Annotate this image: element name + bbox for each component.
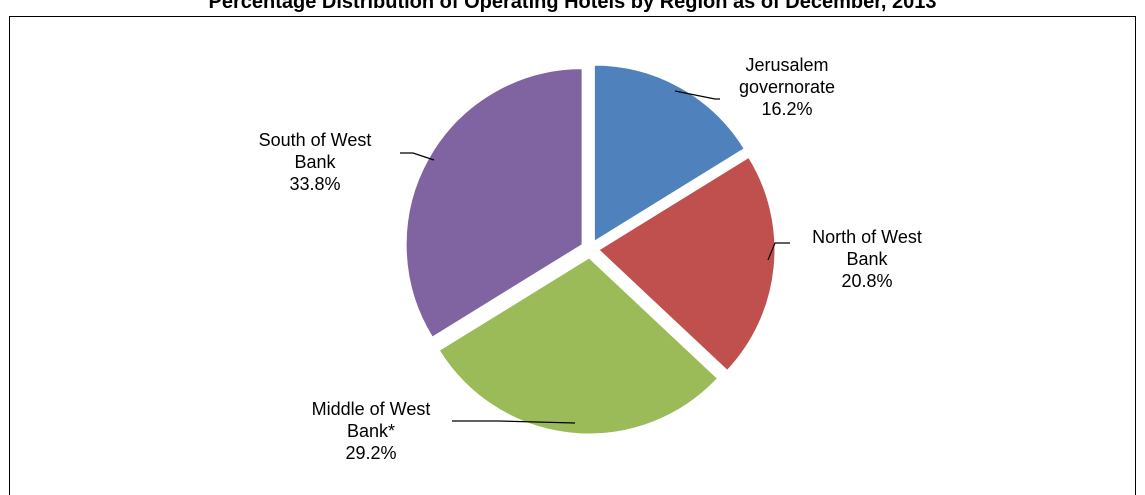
- data-label-category: Bank*: [347, 421, 395, 441]
- leader-line-4: [400, 152, 435, 161]
- data-label-category: governorate: [739, 77, 835, 97]
- data-label-value: 16.2%: [761, 99, 812, 119]
- data-label-3: Middle of West Bank* 29.2%: [312, 399, 431, 463]
- pie-slice-2: [598, 156, 776, 372]
- leader-line-3: [452, 420, 576, 424]
- chart-frame: [9, 16, 1136, 495]
- data-label-category: North of West: [812, 227, 922, 247]
- data-label-value: 29.2%: [345, 443, 396, 463]
- data-label-4: South of West Bank 33.8%: [259, 130, 372, 194]
- data-label-category: South of West: [259, 130, 372, 150]
- data-label-category: Jerusalem: [745, 55, 828, 75]
- data-label-2: North of West Bank 20.8%: [812, 227, 922, 291]
- data-label-category: Middle of West: [312, 399, 431, 419]
- data-label-value: 33.8%: [289, 174, 340, 194]
- pie-slice-1: [593, 64, 745, 243]
- data-label-category: Bank: [294, 152, 336, 172]
- pie-slice-4: [405, 68, 583, 338]
- pie-slice-3: [438, 257, 719, 435]
- data-label-1: Jerusalem governorate 16.2%: [739, 55, 835, 119]
- data-label-value: 20.8%: [841, 271, 892, 291]
- leader-line-2: [767, 242, 790, 261]
- leader-line-1: [674, 90, 720, 100]
- chart-title: Percentage Distribution of Operating Hot…: [208, 0, 937, 13]
- data-label-category: Bank: [846, 249, 888, 269]
